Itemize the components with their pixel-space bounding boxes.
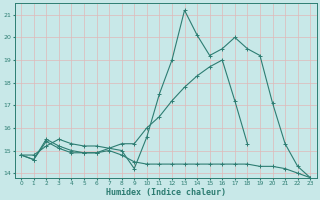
X-axis label: Humidex (Indice chaleur): Humidex (Indice chaleur) [106,188,226,197]
